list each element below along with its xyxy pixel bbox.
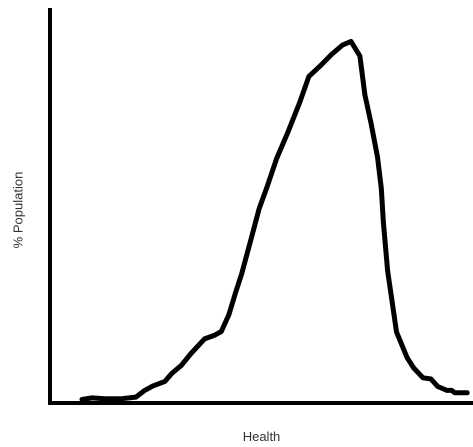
y-axis-label: % Population (10, 171, 26, 249)
x-axis-label: Health (242, 429, 281, 444)
population-curve-line (79, 38, 470, 402)
chart-axes (48, 8, 473, 405)
